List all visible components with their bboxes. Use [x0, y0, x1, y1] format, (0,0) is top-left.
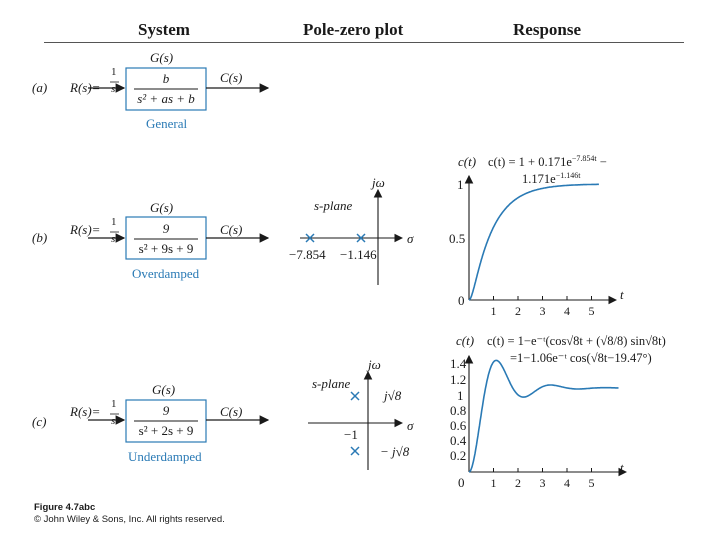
pole-marker-b2	[356, 233, 366, 243]
header-response: Response	[513, 20, 582, 39]
pole-marker-c2	[350, 446, 360, 456]
xaxis-b-tick-label-2: 2	[515, 304, 521, 318]
header-pole-zero: Pole-zero plot	[303, 20, 404, 39]
input-den-a: s	[111, 83, 116, 95]
resp-ylabel-c: c(t)	[456, 333, 475, 348]
tf-den-a: s² + as + b	[137, 91, 195, 106]
tf-den-c: s² + 2s + 9	[138, 423, 194, 438]
kind-label-b: Overdamped	[132, 266, 200, 281]
row-tag-c: (c)	[32, 414, 47, 429]
resp-xlabel-c: t	[620, 460, 624, 475]
input-num-a: 1	[111, 66, 117, 78]
pz-axis-im-b: jω	[372, 175, 385, 190]
g-label-b: G(s)	[150, 200, 174, 215]
ytick-b-0: 0	[458, 293, 465, 308]
input-num-b: 1	[111, 216, 117, 228]
pz-plane-label-b: s-plane	[314, 198, 353, 213]
ytick-c-08: 0.8	[450, 403, 467, 418]
ytick-c-04: 0.4	[450, 433, 467, 448]
resp-xlabel-b: t	[620, 287, 624, 302]
input-label-b: R(s)=	[70, 222, 101, 237]
ytick-b-05: 0.5	[449, 231, 466, 246]
tf-num-b: 9	[162, 221, 170, 236]
resp-eq2-c: =1−1.06e⁻ᵗ cos(√8t−19.47°)	[510, 351, 652, 365]
output-label-a: C(s)	[220, 70, 243, 85]
kind-label-c: Underdamped	[128, 449, 202, 464]
figure-caption: Figure 4.7abc	[34, 502, 96, 513]
resp-ylabel-b: c(t)	[458, 154, 477, 169]
xaxis-b-tick-label-3: 3	[540, 304, 546, 318]
xaxis-c-tick-label-3: 3	[540, 476, 546, 490]
ytick-b-1: 1	[457, 177, 464, 192]
pz-plane-label-c: s-plane	[312, 376, 351, 391]
ytick-c-1: 1	[457, 388, 464, 403]
block-diagram-b	[88, 216, 270, 260]
xaxis-b-tick-label-5: 5	[589, 304, 595, 318]
pz-re-label-c: −1	[344, 427, 358, 442]
output-label-b: C(s)	[220, 222, 243, 237]
output-label-c: C(s)	[220, 404, 243, 419]
pole-marker-b1	[305, 233, 315, 243]
header-divider	[44, 42, 684, 43]
pole-zero-plot-c	[308, 370, 404, 470]
pole-label-b1: −7.854	[289, 247, 326, 262]
pz-axis-re-c: σ	[407, 418, 414, 433]
ytick-c-02: 0.2	[450, 448, 467, 463]
input-den-b: s	[111, 233, 116, 245]
input-label-c: R(s)=	[70, 404, 101, 419]
ytick-c-14: 1.4	[450, 356, 467, 371]
tf-den-b: s² + 9s + 9	[138, 241, 194, 256]
pz-axis-im-c: jω	[368, 357, 381, 372]
response-plot-c	[464, 354, 628, 477]
pole-zero-plot-b	[300, 188, 404, 285]
row-tag-b: (b)	[32, 230, 48, 245]
pz-axis-re-b: σ	[407, 231, 414, 246]
response-plot-b	[464, 174, 618, 305]
pole-marker-c1	[350, 391, 360, 401]
ytick-c-06: 0.6	[450, 418, 467, 433]
input-label-a: R(s)=	[70, 80, 101, 95]
input-num-c: 1	[111, 398, 117, 410]
input-den-c: s	[111, 415, 116, 427]
ytick-c-12: 1.2	[450, 372, 467, 387]
xaxis-c-tick-label-4: 4	[564, 476, 570, 490]
pz-im-pos-c: j√8	[384, 388, 402, 403]
ytick-c-0: 0	[458, 475, 465, 490]
copyright-text: © John Wiley & Sons, Inc. All rights res…	[34, 514, 225, 525]
resp-eq1-b: c(t) = 1 + 0.171e−7.854t −	[488, 154, 607, 170]
header-system: System	[138, 20, 190, 39]
xaxis-c-tick-label-2: 2	[515, 476, 521, 490]
pz-im-neg-c: − j√8	[380, 444, 410, 459]
block-diagram-a	[88, 67, 270, 111]
resp-eq1-c: c(t) = 1−e⁻ᵗ(cos√8t + (√8/8) sin√8t)	[487, 334, 666, 348]
xaxis-b-tick-label-1: 1	[491, 304, 497, 318]
tf-num-c: 9	[162, 403, 170, 418]
row-tag-a: (a)	[32, 80, 48, 95]
xaxis-c-tick-label-5: 5	[589, 476, 595, 490]
tf-num-a: b	[162, 71, 170, 86]
g-label-c: G(s)	[152, 382, 176, 397]
g-label-a: G(s)	[150, 50, 174, 65]
kind-label-a: General	[146, 116, 188, 131]
xaxis-c-tick-label-1: 1	[491, 476, 497, 490]
xaxis-b-tick-label-4: 4	[564, 304, 570, 318]
pole-label-b2: −1.146	[340, 247, 377, 262]
block-diagram-c	[88, 399, 270, 443]
resp-eq2-b: 1.171e−1.146t	[522, 171, 581, 187]
